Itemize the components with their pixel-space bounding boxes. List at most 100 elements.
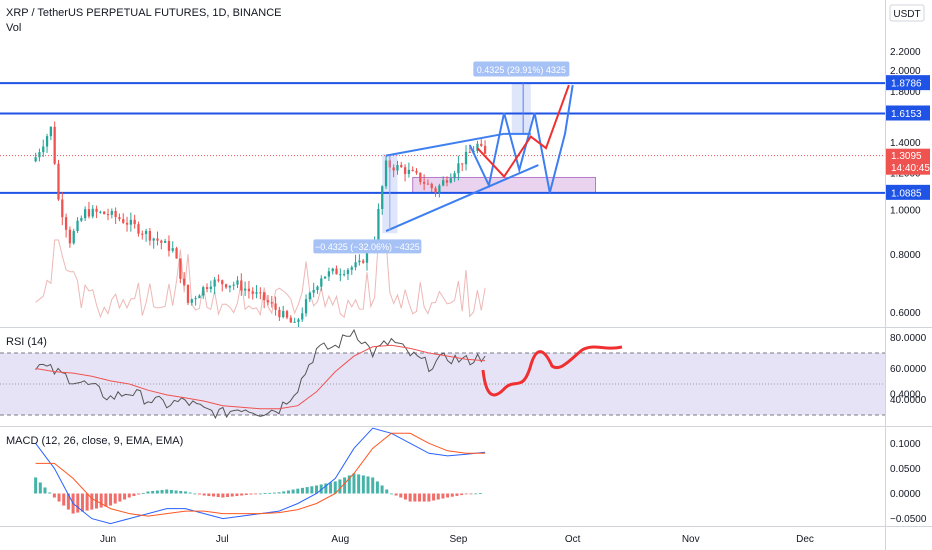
macd-histogram-bar bbox=[151, 490, 155, 494]
candle bbox=[103, 211, 106, 215]
candle bbox=[61, 199, 64, 218]
candle bbox=[110, 210, 113, 215]
candle bbox=[282, 311, 285, 318]
macd-histogram-bar bbox=[244, 493, 248, 496]
price-tick-label: 2.2000 bbox=[890, 47, 921, 58]
rsi-tick-label: 60.0000 bbox=[890, 364, 927, 375]
level-badge-label-1: 1.6153 bbox=[891, 109, 922, 120]
candle bbox=[445, 180, 449, 183]
price-tick-label: 2.0000 bbox=[890, 66, 921, 77]
macd-histogram-bar bbox=[104, 493, 108, 507]
macd-histogram-bar bbox=[272, 492, 276, 494]
macd-histogram-bar bbox=[197, 493, 201, 495]
candle bbox=[87, 209, 91, 217]
candle bbox=[255, 292, 258, 294]
macd-histogram-bar bbox=[226, 493, 230, 498]
macd-histogram-bar bbox=[277, 492, 281, 494]
macd-histogram-bar bbox=[427, 493, 431, 502]
macd-histogram-bar bbox=[179, 490, 183, 494]
x-tick-label: Sep bbox=[450, 534, 468, 545]
measure-up-pill bbox=[473, 61, 570, 77]
rsi-pane[interactable] bbox=[0, 328, 885, 420]
macd-histogram-bar bbox=[165, 489, 169, 494]
macd-histogram-bar bbox=[436, 493, 440, 500]
macd-histogram-bar bbox=[38, 482, 42, 494]
last-price-label: 1.3095 bbox=[891, 151, 922, 162]
macd-histogram-bar bbox=[66, 493, 70, 510]
macd-histogram-bar bbox=[418, 493, 422, 502]
candle bbox=[449, 178, 452, 183]
macd-histogram-bar bbox=[296, 488, 300, 494]
candle bbox=[34, 157, 37, 162]
macd-histogram-bar bbox=[212, 493, 216, 497]
macd-histogram-bar bbox=[80, 493, 84, 512]
candle bbox=[99, 211, 102, 213]
macd-histogram-bar bbox=[254, 493, 258, 495]
candle bbox=[297, 319, 300, 322]
macd-histogram-bar bbox=[319, 484, 323, 494]
chart-title: XRP / TetherUS PERPETUAL FUTURES, 1D, BI… bbox=[6, 7, 281, 19]
level-badge-label-0: 1.8786 bbox=[891, 79, 922, 90]
candle bbox=[422, 181, 426, 184]
candle bbox=[400, 165, 403, 168]
candle bbox=[289, 317, 292, 323]
macd-histogram-bar bbox=[291, 489, 295, 494]
candle bbox=[156, 238, 159, 241]
candle bbox=[243, 288, 247, 291]
candle bbox=[42, 146, 45, 153]
candle bbox=[365, 250, 369, 263]
volume-label: Vol bbox=[6, 22, 21, 34]
candle bbox=[122, 219, 125, 223]
candle bbox=[442, 180, 445, 186]
price-pane[interactable]: −0.4325 (−32.06%) −4325 0.4325 (29.91%) 4… bbox=[0, 61, 885, 328]
candle bbox=[209, 286, 212, 289]
channel-lower bbox=[385, 164, 539, 232]
candle bbox=[312, 289, 315, 293]
macd-histogram-bar bbox=[408, 493, 412, 502]
candle bbox=[163, 240, 167, 243]
channel-upper bbox=[385, 132, 505, 157]
signal-line bbox=[35, 432, 486, 517]
measure-down-label: −0.4325 (−32.06%) −4325 bbox=[315, 242, 420, 252]
candle bbox=[259, 292, 262, 294]
candle bbox=[354, 262, 357, 268]
candle bbox=[232, 284, 235, 286]
currency-badge[interactable] bbox=[889, 4, 925, 22]
candle bbox=[114, 210, 117, 218]
candle bbox=[133, 219, 136, 225]
price-tick-label: 0.6000 bbox=[890, 308, 921, 319]
macd-histogram-bar bbox=[478, 493, 482, 494]
macd-histogram-bar bbox=[455, 493, 459, 496]
macd-tick-label: 0.0500 bbox=[890, 464, 921, 475]
macd-histogram-bar bbox=[123, 493, 127, 500]
rsi-tick-label: 40.0000 bbox=[890, 395, 927, 406]
macd-histogram-bar bbox=[329, 482, 333, 494]
candle bbox=[84, 209, 87, 219]
candle bbox=[224, 284, 228, 288]
macd-pane[interactable] bbox=[34, 427, 486, 525]
candle bbox=[95, 208, 98, 212]
candle bbox=[419, 172, 422, 182]
candle bbox=[464, 151, 468, 165]
macd-tick-label: −0.0500 bbox=[890, 514, 927, 525]
candle bbox=[263, 292, 266, 301]
candle bbox=[152, 238, 155, 241]
macd-histogram-bar bbox=[268, 492, 272, 494]
candle bbox=[293, 321, 296, 323]
macd-histogram-bar bbox=[235, 493, 239, 497]
rsi-projection bbox=[481, 345, 623, 397]
macd-histogram-bar bbox=[357, 474, 361, 494]
candle bbox=[64, 217, 68, 230]
candle bbox=[457, 163, 460, 174]
macd-histogram-bar bbox=[450, 493, 454, 497]
x-tick-label: Aug bbox=[331, 534, 349, 545]
macd-histogram-bar bbox=[258, 493, 262, 495]
level-badge-0 bbox=[886, 75, 930, 91]
macd-histogram-bar bbox=[352, 473, 356, 494]
candle bbox=[411, 169, 414, 171]
macd-tick-label: 0.1000 bbox=[890, 439, 921, 450]
candle bbox=[392, 167, 395, 171]
rsi-title: RSI (14) bbox=[6, 336, 47, 348]
candle bbox=[137, 224, 140, 234]
